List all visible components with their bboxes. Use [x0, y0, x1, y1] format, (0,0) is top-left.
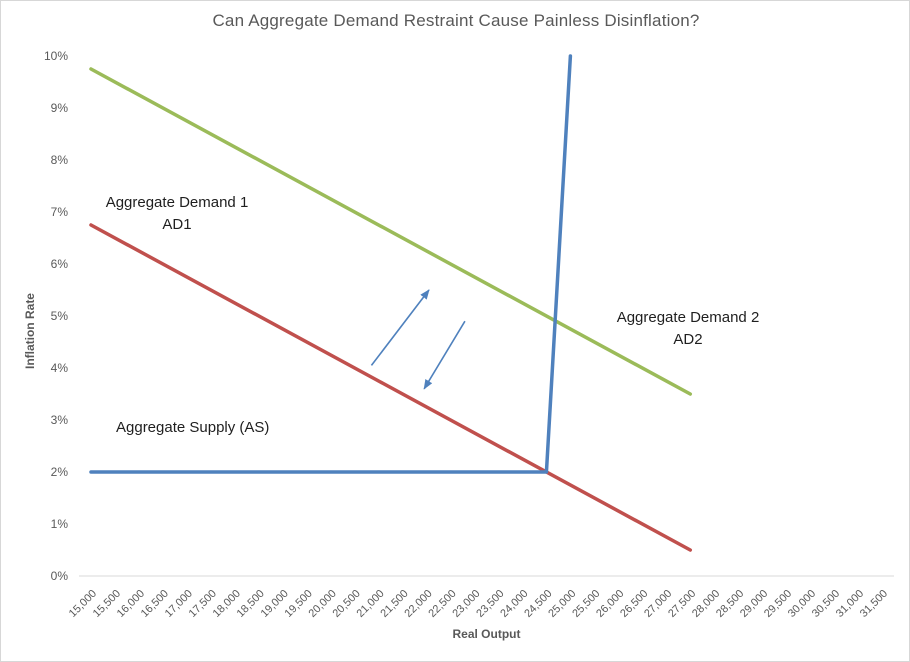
- y-tick-label: 10%: [44, 49, 68, 63]
- annotation-ad2-line1: Aggregate Demand 2: [616, 309, 760, 326]
- annotation-ad2: Aggregate Demand 2 AD2: [598, 307, 778, 351]
- y-tick-label: 2%: [51, 465, 69, 479]
- y-tick-label: 4%: [51, 361, 69, 375]
- annotation-ad2-line2: AD2: [673, 331, 703, 348]
- series-line-aggregate-demand-1-ad1: [89, 223, 692, 552]
- y-tick-label: 9%: [51, 101, 69, 115]
- y-tick-label: 0%: [51, 569, 69, 583]
- arrow-toward-ad1: [423, 320, 466, 390]
- series-line-aggregate-supply-as: [89, 54, 573, 474]
- y-tick-label: 1%: [51, 517, 69, 531]
- y-tick-label: 6%: [51, 257, 69, 271]
- x-tick-label: 31,500: [858, 588, 890, 620]
- annotation-ad1-line1: Aggregate Demand 1: [105, 194, 249, 211]
- y-tick-label: 8%: [51, 153, 69, 167]
- annotation-as: Aggregate Supply (AS): [116, 419, 270, 436]
- y-tick-label: 5%: [51, 309, 69, 323]
- arrow-toward-ad2: [370, 289, 430, 366]
- annotation-ad1: Aggregate Demand 1 AD1: [87, 192, 267, 236]
- chart-title: Can Aggregate Demand Restraint Cause Pai…: [212, 11, 700, 30]
- series-line-aggregate-demand-2-ad2: [89, 67, 692, 396]
- annotation-ad1-line2: AD1: [162, 216, 192, 233]
- x-axis-title: Real Output: [452, 627, 521, 641]
- y-tick-label: 3%: [51, 413, 69, 427]
- y-tick-label: 7%: [51, 205, 69, 219]
